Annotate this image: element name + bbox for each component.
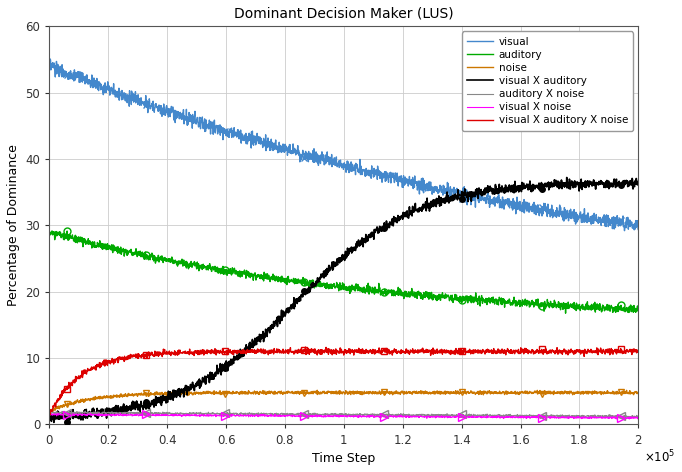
visual X auditory X noise (301, 344, 310, 350)
visual X noise (617, 414, 625, 420)
Line: auditory X noise: auditory X noise (49, 411, 638, 418)
visual X auditory (509, 183, 518, 189)
visual X auditory (76, 411, 84, 417)
auditory (45, 232, 53, 238)
visual (316, 160, 325, 166)
noise (45, 408, 53, 413)
auditory X noise (590, 415, 598, 421)
auditory (48, 228, 56, 234)
visual (634, 227, 642, 233)
Line: visual X auditory: visual X auditory (49, 177, 638, 422)
visual X auditory X noise (634, 349, 642, 355)
Line: noise: noise (49, 390, 638, 412)
Line: visual X auditory X noise: visual X auditory X noise (49, 347, 638, 415)
Line: visual: visual (49, 59, 638, 231)
auditory (634, 308, 642, 314)
visual (621, 228, 629, 234)
auditory X noise (332, 413, 340, 418)
visual X noise (625, 416, 634, 422)
noise (617, 390, 625, 396)
auditory X noise (509, 413, 518, 419)
visual X noise (316, 413, 325, 419)
visual X noise (509, 413, 518, 419)
Line: visual X noise: visual X noise (49, 413, 638, 419)
auditory (509, 301, 518, 306)
visual X noise (117, 411, 125, 416)
auditory X noise (634, 413, 642, 419)
auditory (618, 306, 626, 312)
auditory X noise (618, 414, 626, 420)
visual X noise (617, 415, 625, 421)
visual X noise (45, 412, 53, 417)
visual X auditory (634, 180, 642, 185)
Text: $\times 10^5$: $\times 10^5$ (644, 448, 676, 465)
X-axis label: Time Step: Time Step (312, 452, 376, 465)
visual X auditory X noise (332, 352, 340, 357)
visual X auditory X noise (316, 349, 325, 355)
auditory X noise (76, 409, 84, 415)
visual X auditory (50, 420, 58, 425)
visual (332, 156, 340, 162)
visual X auditory (316, 274, 325, 279)
visual (509, 200, 518, 205)
noise (618, 389, 626, 395)
visual (617, 216, 625, 222)
visual X noise (634, 415, 642, 421)
auditory (316, 279, 325, 285)
auditory (332, 284, 340, 290)
noise (332, 390, 340, 396)
visual X auditory (617, 180, 625, 186)
visual X auditory (332, 262, 340, 268)
Title: Dominant Decision Maker (LUS): Dominant Decision Maker (LUS) (234, 7, 454, 21)
noise (46, 409, 55, 415)
Line: auditory: auditory (49, 231, 638, 313)
visual (76, 72, 84, 78)
visual X noise (76, 412, 84, 417)
noise (313, 388, 321, 393)
visual (45, 58, 53, 63)
auditory X noise (617, 414, 625, 420)
visual X auditory X noise (46, 412, 54, 418)
noise (634, 389, 642, 395)
Legend: visual, auditory, noise, visual X auditory, auditory X noise, visual X noise, vi: visual, auditory, noise, visual X audito… (462, 32, 633, 131)
auditory (76, 239, 84, 244)
auditory (617, 304, 625, 310)
auditory X noise (316, 412, 325, 417)
auditory X noise (81, 408, 89, 414)
Y-axis label: Percentage of Dominance: Percentage of Dominance (7, 144, 20, 306)
noise (316, 389, 325, 395)
visual X auditory X noise (617, 347, 625, 353)
noise (76, 398, 84, 404)
visual X auditory X noise (45, 411, 53, 416)
visual X noise (332, 414, 340, 420)
visual (46, 56, 55, 62)
noise (509, 390, 518, 396)
visual X auditory X noise (76, 376, 84, 381)
visual X auditory X noise (509, 349, 518, 355)
visual X auditory (45, 410, 53, 416)
auditory (561, 311, 569, 316)
visual X auditory (618, 185, 626, 191)
visual X auditory X noise (618, 349, 626, 355)
visual X auditory (563, 175, 571, 180)
auditory X noise (45, 409, 53, 415)
visual (617, 219, 625, 224)
